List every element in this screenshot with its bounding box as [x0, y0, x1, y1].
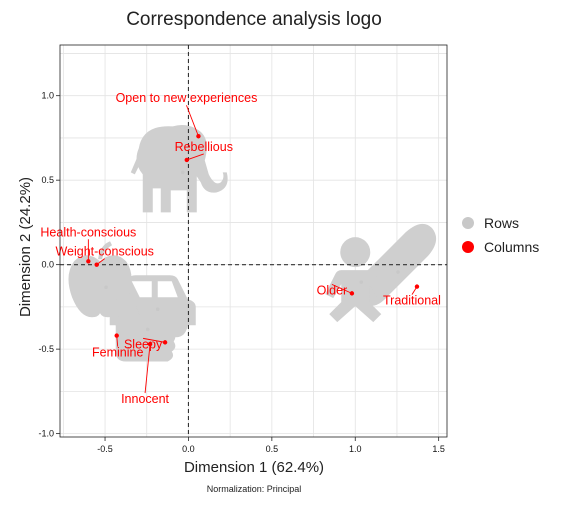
baby-icon — [325, 237, 386, 323]
column-label: Sleepy — [124, 337, 163, 351]
row-point — [180, 170, 185, 175]
axis-ticks: -0.5 0.0 0.5 1.0 1.5 -1.0 -0.5 0.0 0.5 1.0 — [38, 91, 444, 454]
leader-line — [186, 153, 204, 161]
column-point — [86, 259, 91, 264]
column-point — [349, 291, 355, 296]
column-point — [147, 341, 153, 347]
legend-rows-swatch — [462, 217, 474, 229]
normalization-note: Normalization: Principal — [207, 484, 302, 494]
leader-line — [186, 105, 199, 137]
x-tick-label: 1.0 — [349, 444, 362, 454]
column-point — [184, 157, 189, 163]
y-axis-title: Dimension 2 (24.2%) — [17, 177, 34, 317]
column-label: Health-conscious — [40, 225, 136, 239]
x-tick-label: 1.5 — [432, 444, 445, 454]
leader-line — [143, 337, 166, 343]
y-tick-label: 0.0 — [41, 260, 54, 270]
grid — [60, 45, 447, 437]
legend-columns-label: Columns — [484, 239, 539, 255]
column-label: Older — [317, 283, 348, 297]
chart-title: Correspondence analysis logo — [126, 9, 382, 30]
data-points — [86, 134, 420, 347]
legend-columns-swatch — [462, 241, 474, 253]
x-tick-label: 0.5 — [266, 444, 279, 454]
column-label: Innocent — [121, 392, 169, 406]
column-label: Weight-conscious — [55, 245, 153, 259]
point-labels: Open to new experiences Rebellious Health-… — [40, 91, 441, 406]
legend: Rows Columns — [462, 215, 539, 255]
plot-frame — [59, 44, 448, 438]
column-point — [162, 340, 168, 345]
y-tick-label: -1.0 — [38, 429, 54, 439]
y-tick-label: 1.0 — [41, 91, 54, 101]
column-label: Rebellious — [175, 140, 233, 154]
y-tick-label: 0.5 — [41, 175, 54, 185]
column-point — [94, 262, 99, 267]
elephant-icon — [130, 125, 228, 213]
column-label: Traditional — [383, 294, 441, 308]
row-point — [155, 307, 160, 312]
column-point — [114, 333, 119, 338]
leader-line — [331, 283, 353, 294]
column-label: Open to new experiences — [116, 91, 258, 105]
x-tick-label: 0.0 — [182, 444, 195, 454]
row-icons — [68, 125, 437, 362]
label-leaders — [87, 105, 418, 394]
column-label: Feminine — [92, 346, 143, 360]
legend-rows-label: Rows — [484, 215, 519, 231]
column-point — [414, 284, 420, 289]
row-point — [396, 270, 400, 274]
row-point — [359, 280, 364, 284]
leader-line — [144, 344, 151, 394]
row-point — [104, 285, 108, 290]
column-point — [196, 134, 201, 139]
row-point — [145, 327, 150, 332]
thumbs-up-icon — [115, 290, 176, 362]
x-tick-label: -0.5 — [97, 444, 113, 454]
y-tick-label: -0.5 — [38, 344, 54, 354]
x-axis-title: Dimension 1 (62.4%) — [184, 459, 324, 476]
